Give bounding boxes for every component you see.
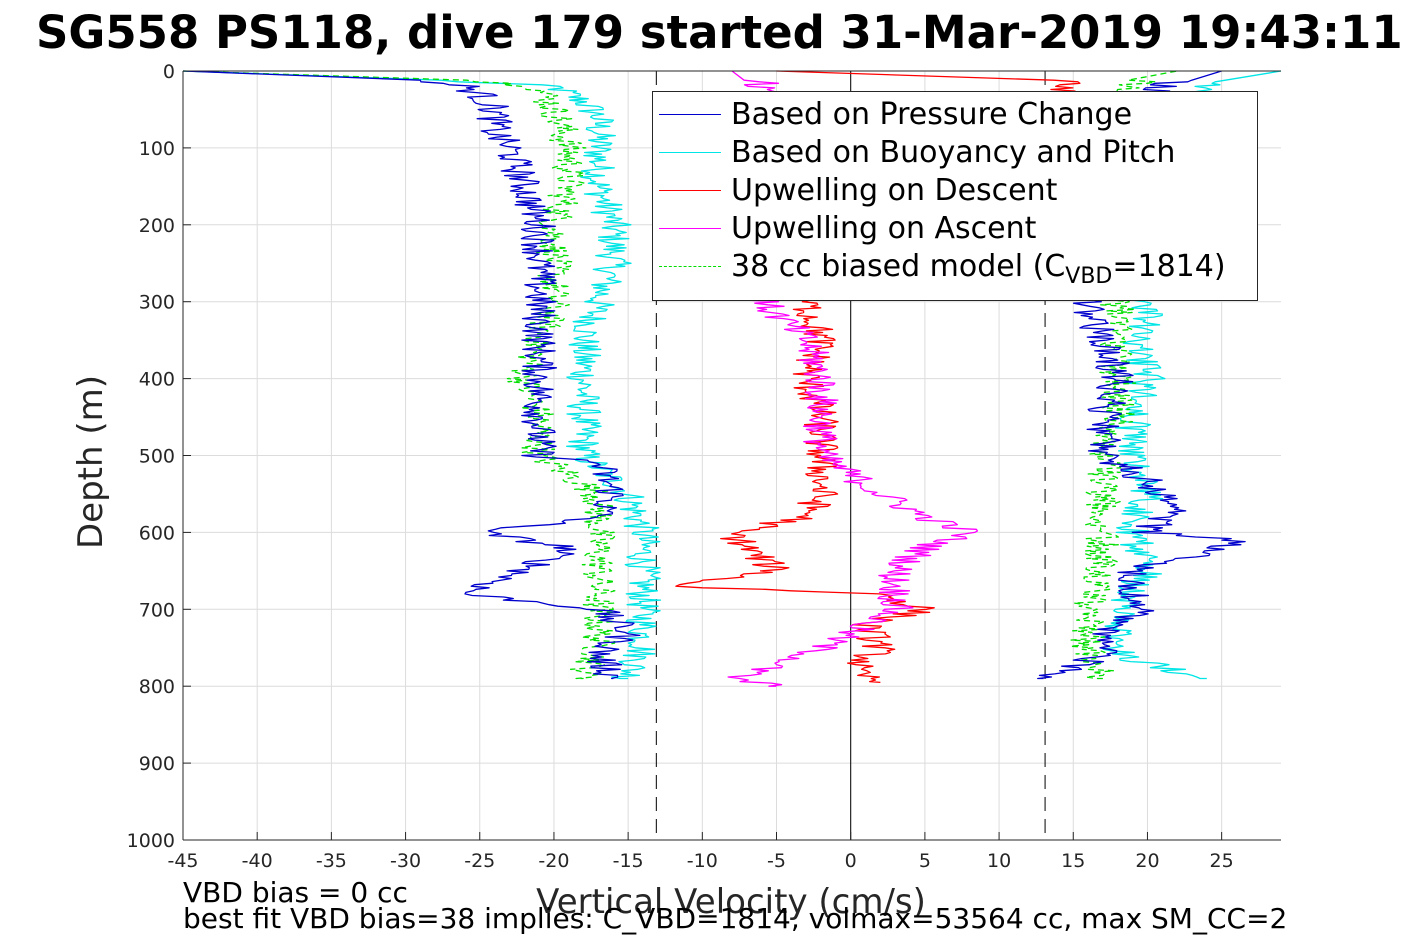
y-tick-label: 400 [139,369,175,391]
y-tick-label: 800 [139,676,175,698]
y-tick-label: 1000 [127,830,175,852]
y-tick-label: 600 [139,522,175,544]
x-tick-label: 20 [1135,850,1159,872]
legend-swatch-upwelling-descent [659,190,721,191]
legend-label-buoyancy: Based on Buoyancy and Pitch [731,135,1176,170]
y-tick-label: 300 [139,292,175,314]
x-tick-label: -45 [167,850,198,872]
x-tick-label: -5 [767,850,786,872]
series-line [182,70,662,680]
legend: Based on Pressure Change Based on Buoyan… [652,91,1258,301]
y-tick-label: 100 [139,138,175,160]
y-tick-label: 500 [139,446,175,468]
x-tick-label: 25 [1210,850,1234,872]
legend-swatch-biased-model [659,266,721,267]
y-axis-label: Depth (m) [71,374,111,550]
x-tick-label: -15 [613,850,644,872]
x-tick-label: -35 [316,850,347,872]
y-tick-label: 700 [139,599,175,621]
legend-swatch-buoyancy [659,152,721,153]
y-tick-label: 0 [163,61,175,83]
x-tick-label: 0 [845,850,857,872]
legend-label-upwelling-descent: Upwelling on Descent [731,173,1058,208]
series-line [182,70,616,680]
series-line [182,70,641,680]
legend-label-pressure: Based on Pressure Change [731,97,1133,132]
x-tick-label: -25 [464,850,495,872]
y-tick-label: 900 [139,753,175,775]
footer-best-fit: best fit VBD bias=38 implies: C_VBD=1814… [183,902,1288,935]
x-axis-label: Vertical Velocity (cm/s) [536,882,926,922]
legend-label-upwelling-ascent: Upwelling on Ascent [731,211,1037,246]
footer-vbd-bias: VBD bias = 0 cc [183,876,408,909]
y-tick-label: 200 [139,215,175,237]
x-tick-label: -20 [538,850,569,872]
legend-swatch-upwelling-ascent [659,228,721,229]
x-tick-label: 10 [987,850,1011,872]
x-tick-label: 15 [1061,850,1085,872]
x-tick-label: -30 [390,850,421,872]
chart-title: SG558 PS118, dive 179 started 31-Mar-201… [36,6,1403,59]
x-tick-label: 5 [919,850,931,872]
legend-label-biased-model: 38 cc biased model (CVBD=1814) [731,249,1226,289]
x-tick-label: -40 [242,850,273,872]
legend-swatch-pressure [659,114,721,115]
x-tick-label: -10 [687,850,718,872]
